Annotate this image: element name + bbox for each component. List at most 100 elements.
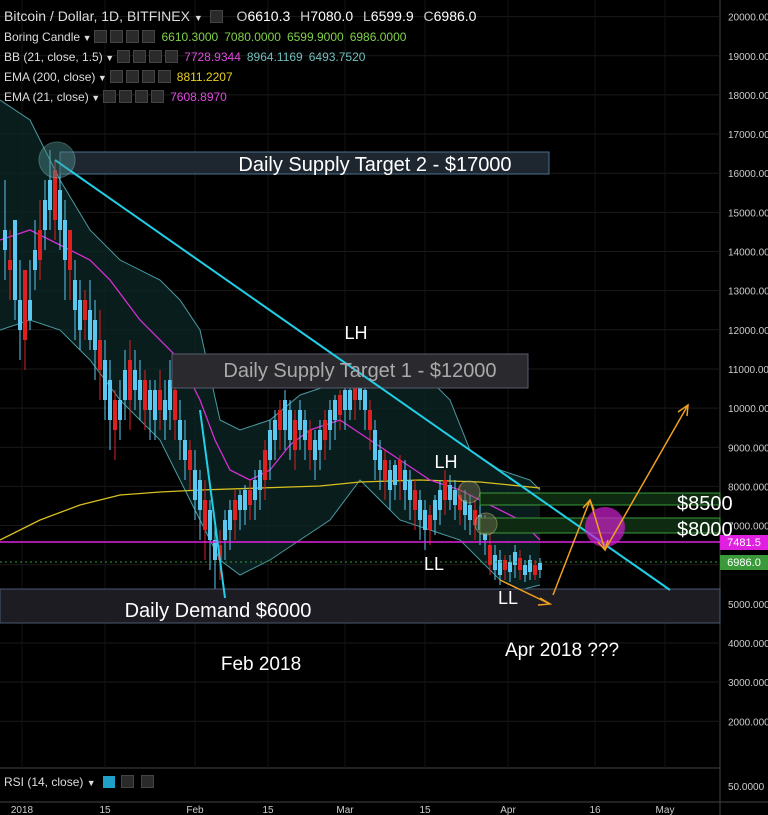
indicator-row: Boring Candle ▼ 6610.3000 7080.0000 6599.90… xyxy=(4,30,406,44)
candle-body xyxy=(233,500,237,520)
plus-icon[interactable] xyxy=(126,30,140,43)
settings-icon[interactable] xyxy=(133,50,147,63)
candle-body xyxy=(193,470,197,500)
candle-body xyxy=(118,400,122,420)
chevron-down-icon[interactable]: ▼ xyxy=(102,53,115,63)
indicator-row: BB (21, close, 1.5) ▼ 7728.9344 8964.1169 6… xyxy=(4,50,365,64)
candle-body xyxy=(298,410,302,430)
candle-body xyxy=(23,270,27,340)
y-tick-label: 20000.0000 xyxy=(728,13,768,24)
eye-icon[interactable] xyxy=(117,50,131,63)
rsi-legend: RSI (14, close) ▼ xyxy=(4,775,154,789)
candle-body xyxy=(163,400,167,420)
y-tick-label: 18000.0000 xyxy=(728,91,768,102)
candle-body xyxy=(293,420,297,450)
close-icon[interactable] xyxy=(165,50,179,63)
settings-icon[interactable] xyxy=(125,70,139,83)
demand-label: Daily Demand $6000 xyxy=(125,600,312,622)
indicator-label[interactable]: EMA (21, close) xyxy=(4,90,89,104)
candle-body xyxy=(363,390,367,410)
candle-body xyxy=(268,430,272,460)
rsi-tick-label: 50.0000 xyxy=(728,782,765,793)
chevron-down-icon[interactable]: ▼ xyxy=(193,13,203,23)
eye-icon[interactable] xyxy=(94,30,108,43)
candle-body xyxy=(348,390,352,410)
settings-icon[interactable] xyxy=(209,10,223,23)
candle-body xyxy=(113,400,117,430)
candle-body xyxy=(323,420,327,440)
candle-body xyxy=(273,420,277,440)
indicator-value: 7608.8970 xyxy=(170,90,227,104)
apr-2018-label: Apr 2018 ??? xyxy=(505,640,619,661)
ll-label: LL xyxy=(424,554,444,574)
settings-icon[interactable] xyxy=(110,30,124,43)
rsi-label[interactable]: RSI (14, close) xyxy=(4,775,84,789)
eye-icon[interactable] xyxy=(103,90,117,103)
resistance-8500-zone xyxy=(479,492,721,506)
close-icon[interactable] xyxy=(142,30,156,43)
capitulation-line xyxy=(199,409,226,599)
magenta-price-badge xyxy=(720,535,768,550)
candle-body xyxy=(153,390,157,420)
candle-body xyxy=(313,440,317,460)
candle-body xyxy=(243,490,247,510)
projection-arrow xyxy=(589,499,606,551)
chevron-down-icon[interactable]: ▼ xyxy=(95,73,107,83)
chevron-down-icon[interactable]: ▼ xyxy=(80,33,92,43)
plus-icon[interactable] xyxy=(149,50,163,63)
indicator-label[interactable]: BB (21, close, 1.5) xyxy=(4,50,103,64)
candle-body xyxy=(373,430,377,460)
x-tick-label: Mar xyxy=(336,805,354,815)
y-tick-label: 10000.0000 xyxy=(728,404,768,415)
candle-body xyxy=(358,380,362,400)
x-tick-label: 2018 xyxy=(11,805,34,815)
candle-body xyxy=(58,190,62,230)
y-tick-label: 5000.0000 xyxy=(728,600,768,611)
arrow-head xyxy=(537,597,553,606)
candle-body xyxy=(458,495,462,510)
y-tick-label: 4000.0000 xyxy=(728,639,768,650)
candle-body xyxy=(188,450,192,470)
x-tick-label: May xyxy=(656,805,675,815)
candle-body xyxy=(238,495,242,510)
candle-body xyxy=(178,420,182,440)
last-price-label: 6986.0 xyxy=(727,557,761,569)
candle-body xyxy=(388,470,392,490)
candle-body xyxy=(423,510,427,530)
price-8500-label: $8500 xyxy=(677,493,733,515)
close-icon[interactable] xyxy=(151,90,165,103)
candle-body xyxy=(78,300,82,330)
candle-body xyxy=(523,565,527,575)
chevron-down-icon[interactable]: ▼ xyxy=(86,778,96,788)
chevron-down-icon[interactable]: ▼ xyxy=(88,93,101,103)
candle-body xyxy=(463,500,467,515)
candle-body xyxy=(513,552,517,565)
eye-icon[interactable] xyxy=(121,775,135,788)
candle-body xyxy=(223,520,227,540)
highlight-circle xyxy=(474,512,498,536)
indicator-label[interactable]: Boring Candle xyxy=(4,30,81,44)
x-tick-label: Apr xyxy=(500,805,516,815)
plus-icon[interactable] xyxy=(141,70,155,83)
settings-icon[interactable] xyxy=(102,776,115,788)
settings-icon[interactable] xyxy=(119,90,133,103)
x-tick-label: 16 xyxy=(589,805,601,815)
close-icon[interactable] xyxy=(157,70,171,83)
symbol-title[interactable]: Bitcoin / Dollar, 1D, BITFINEX xyxy=(4,8,190,24)
close-icon[interactable] xyxy=(140,775,154,788)
indicator-value: 7080.0000 xyxy=(224,30,281,44)
plus-icon[interactable] xyxy=(135,90,149,103)
supply-target-2-label: Daily Supply Target 2 - $17000 xyxy=(238,154,511,176)
y-tick-label: 8000.0000 xyxy=(728,482,768,493)
y-tick-label: 19000.0000 xyxy=(728,52,768,63)
candle-body xyxy=(438,490,442,510)
eye-icon[interactable] xyxy=(109,70,123,83)
candle-body xyxy=(198,480,202,510)
y-tick-label: 17000.0000 xyxy=(728,130,768,141)
candle-body xyxy=(318,430,322,450)
candle-body xyxy=(508,562,512,572)
demand-zone xyxy=(0,588,721,624)
projection-arrow xyxy=(499,579,551,605)
indicator-label[interactable]: EMA (200, close) xyxy=(4,70,96,84)
